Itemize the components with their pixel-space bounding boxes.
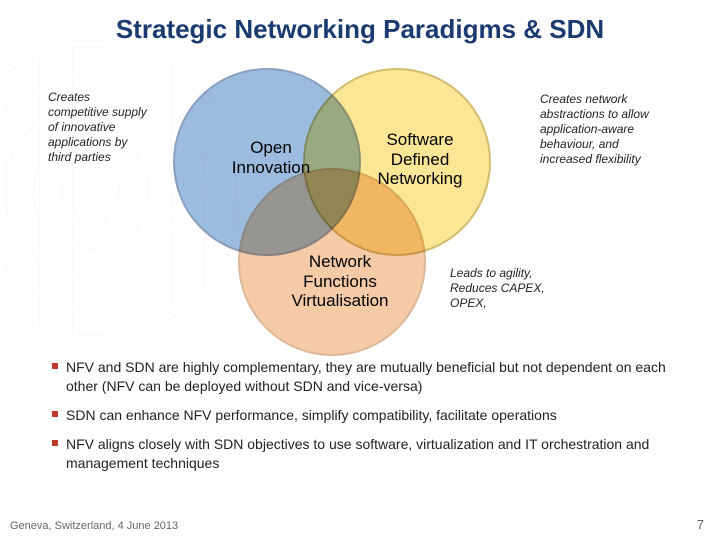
note-nfv: Leads to agility, Reduces CAPEX, OPEX, xyxy=(450,266,580,311)
bullet-marker-icon xyxy=(52,440,58,446)
bullet-list: NFV and SDN are highly complementary, th… xyxy=(52,358,674,482)
footer-page-number: 7 xyxy=(697,517,704,532)
bullet-marker-icon xyxy=(52,363,58,369)
slide-title: Strategic Networking Paradigms & SDN xyxy=(0,14,720,45)
bullet-text: NFV aligns closely with SDN objectives t… xyxy=(66,436,649,471)
venn-label-sdn: SoftwareDefinedNetworking xyxy=(360,130,480,189)
venn-label-nfv: NetworkFunctionsVirtualisation xyxy=(270,252,410,311)
venn-label-open_innovation: OpenInnovation xyxy=(216,138,326,177)
footer-location-date: Geneva, Switzerland, 4 June 2013 xyxy=(10,520,178,532)
note-sdn: Creates network abstractions to allow ap… xyxy=(540,92,670,167)
bullet-item: NFV and SDN are highly complementary, th… xyxy=(52,358,674,396)
slide: Strategic Networking Paradigms & SDN Ope… xyxy=(0,0,720,540)
bullet-item: SDN can enhance NFV performance, simplif… xyxy=(52,406,674,425)
bullet-item: NFV aligns closely with SDN objectives t… xyxy=(52,435,674,473)
note-open-innovation: Creates competitive supply of innovative… xyxy=(48,90,148,165)
bullet-text: SDN can enhance NFV performance, simplif… xyxy=(66,407,557,423)
bullet-text: NFV and SDN are highly complementary, th… xyxy=(66,359,666,394)
bullet-marker-icon xyxy=(52,411,58,417)
